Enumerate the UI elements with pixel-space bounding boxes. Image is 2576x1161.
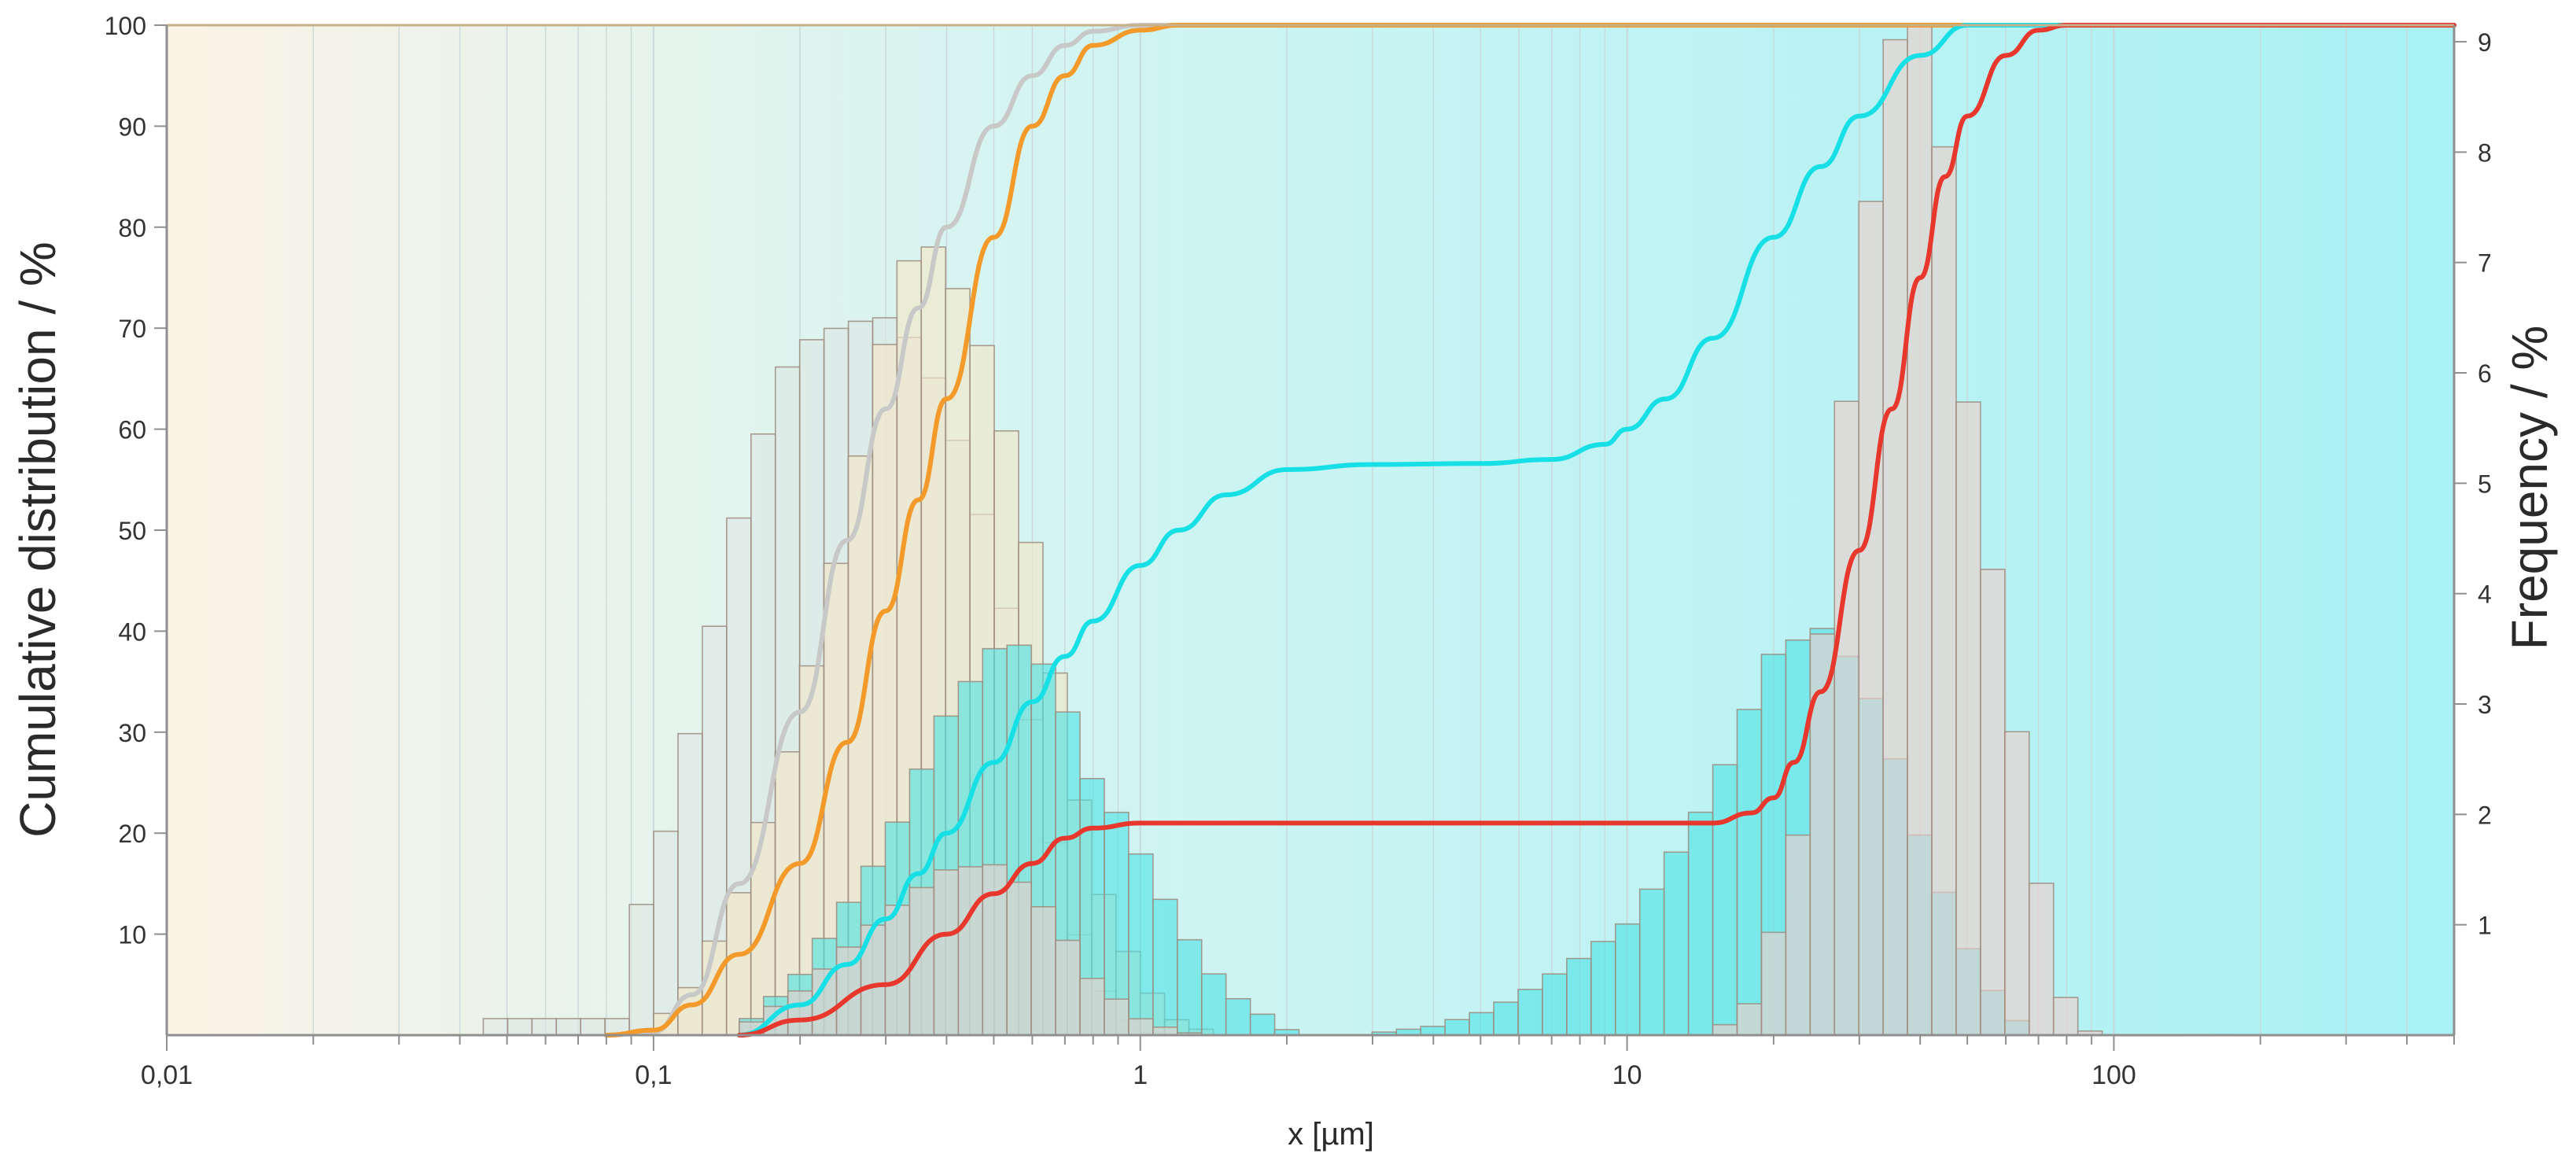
histogram-bar	[531, 1018, 558, 1036]
plot-background	[167, 25, 2454, 1035]
histogram-bar	[482, 1018, 509, 1036]
histogram-bar	[507, 1018, 533, 1036]
histogram-bar	[933, 869, 960, 1036]
histogram-bar	[787, 990, 813, 1036]
histogram-bar	[1542, 973, 1568, 1036]
y-left-tick-label: 30	[118, 719, 146, 747]
histogram-bar	[1104, 998, 1130, 1036]
y-left-tick-label: 40	[118, 617, 146, 646]
histogram-bar	[1638, 888, 1665, 1036]
y-axis-right-title: Frequency / %	[2501, 326, 2558, 651]
y-axis-left-title: Cumulative distribution / %	[9, 241, 66, 838]
histogram-bar	[1055, 939, 1081, 1036]
y-left-tick-label: 100	[105, 12, 146, 40]
histogram-bar	[1760, 931, 1787, 1036]
y-right-tick-label: 6	[2478, 359, 2492, 388]
axes	[165, 24, 2456, 1037]
histogram-bar	[957, 866, 984, 1036]
y-left-tick-label: 20	[118, 820, 146, 848]
histogram-bar	[1128, 1018, 1154, 1036]
histogram-bar	[1858, 201, 1884, 1036]
y-left-tick-label: 70	[118, 315, 146, 343]
y-right-tick-label: 7	[2478, 249, 2492, 278]
y-right-tick-label: 3	[2478, 691, 2492, 719]
histogram-bar	[1712, 1023, 1738, 1036]
histogram-bar	[1177, 938, 1203, 1036]
histogram-bar	[2029, 883, 2055, 1036]
histogram-bar	[2052, 997, 2079, 1036]
histogram-bar	[1517, 989, 1543, 1036]
histogram-bar	[884, 905, 911, 1036]
x-tick-label: 0,1	[635, 1060, 672, 1090]
tick-labels: 0,01 0,1 1 10 100 10 20 30 40 50 60 70 80 90 100 1 2 3 4 5 6…	[105, 12, 2492, 1090]
histogram-bar	[1712, 764, 1738, 1036]
y-right-tick-label: 5	[2478, 470, 2492, 498]
histogram-bar	[1590, 941, 1616, 1036]
histogram-bar	[580, 1018, 606, 1036]
y-left-tick-label: 60	[118, 416, 146, 444]
histogram-bar	[1736, 709, 1763, 1036]
histogram-bar	[1469, 1012, 1494, 1036]
x-tick-label: 1	[1133, 1060, 1148, 1090]
y-right-tick-label: 4	[2478, 580, 2492, 609]
histogram-bar	[1128, 853, 1154, 1036]
histogram-bar	[1030, 906, 1056, 1036]
y-left-tick-label: 90	[118, 112, 146, 141]
histogram-bar	[1931, 146, 1957, 1036]
red-cumulative-line	[736, 22, 2456, 1038]
histogram-bar	[1200, 973, 1227, 1036]
histogram-bar	[1955, 401, 1981, 1036]
y-right-tick-label: 2	[2478, 801, 2492, 829]
y-left-tick-label: 80	[118, 214, 146, 242]
histogram-bar	[725, 892, 752, 1036]
x-axis-title: x [µm]	[1288, 1117, 1374, 1152]
histogram-bar	[1249, 1013, 1276, 1036]
histogram-bar	[1785, 834, 1811, 1036]
histogram-bar	[1614, 923, 1641, 1036]
histogram-bar	[1882, 39, 1908, 1036]
histogram-bar	[1444, 1019, 1470, 1036]
histogram-bar	[1152, 1026, 1178, 1036]
histogram-bar	[1420, 1026, 1446, 1036]
histogram-bar	[1687, 811, 1714, 1036]
histogram-bar	[1833, 400, 1860, 1036]
histogram-bar	[1079, 978, 1105, 1036]
x-tick-label: 0,01	[141, 1060, 193, 1090]
histogram-bar	[1663, 851, 1690, 1036]
y-right-tick-label: 9	[2478, 28, 2492, 57]
histogram-bar	[2004, 731, 2030, 1036]
histogram-bar	[555, 1018, 582, 1036]
histogram-bar	[1809, 633, 1836, 1036]
y-right-tick-label: 8	[2478, 138, 2492, 167]
histogram-bar	[1493, 1001, 1519, 1036]
cyan-cumulative-line	[736, 22, 2456, 1038]
x-tick-label: 100	[2091, 1060, 2136, 1090]
histogram-bar	[1566, 957, 1592, 1036]
histogram-bar	[1006, 881, 1032, 1036]
y-right-tick-label: 1	[2478, 912, 2492, 940]
histogram-bar	[1980, 568, 2006, 1036]
histogram-bar	[653, 830, 679, 1036]
histogram-bar	[1225, 997, 1251, 1036]
histogram-bar	[1152, 898, 1178, 1036]
x-tick-label: 10	[1612, 1060, 1642, 1090]
y-left-tick-label: 10	[118, 921, 146, 949]
histogram-bar	[1907, 24, 1933, 1036]
histogram-bar	[1736, 1003, 1763, 1036]
histogram-bar	[628, 904, 654, 1036]
y-left-tick-label: 50	[118, 517, 146, 545]
